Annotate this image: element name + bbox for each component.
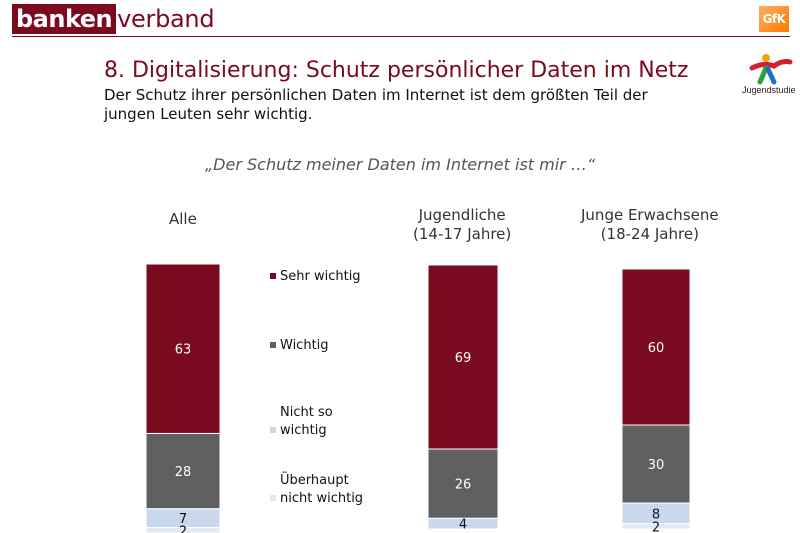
data-label-0-0: 63 [175, 343, 192, 358]
legend-item-1: Wichtig [270, 337, 329, 355]
data-label-0-2: 7 [179, 512, 187, 527]
jugendstudie-logo: Jugendstudie [742, 52, 800, 98]
data-label-1-0: 69 [455, 351, 472, 366]
legend-swatch-3 [270, 495, 276, 501]
chart-quote: „Der Schutz meiner Daten im Internet ist… [204, 155, 596, 174]
bankenverband-logo: banken verband [12, 4, 215, 34]
legend-swatch-0 [270, 273, 276, 279]
legend-label-0: Sehr wichtig [280, 269, 361, 284]
legend-swatch-1 [270, 342, 276, 348]
jugendstudie-figure-icon [749, 54, 793, 85]
logo-strong-text: banken [12, 4, 117, 34]
group-label-2: Junge Erwachsene (18-24 Jahre) [581, 206, 719, 243]
legend-label-1: Wichtig [280, 338, 329, 353]
data-label-2-2: 8 [652, 507, 660, 522]
legend-label-2: Nicht so wichtig [280, 405, 333, 438]
gfk-logo: GfK [759, 6, 789, 32]
bar-segment-2-3 [621, 523, 691, 530]
bar-segment-1-2 [427, 517, 499, 530]
bar-segment-2-0 [621, 268, 691, 426]
data-label-0-3: 2 [179, 524, 187, 533]
page-subtitle: Der Schutz ihrer persönlichen Daten im I… [104, 86, 648, 123]
data-label-0-1: 28 [175, 465, 192, 480]
bar-segment-1-1 [427, 448, 499, 519]
data-label-2-0: 60 [648, 341, 665, 356]
bar-segment-0-0 [145, 263, 221, 434]
data-label-2-3: 2 [652, 520, 660, 533]
bar-segment-1-0 [427, 264, 499, 450]
jugendstudie-label: Jugendstudie [742, 85, 796, 95]
legend-item-2: Nicht so wichtig [270, 404, 333, 440]
group-label-1: Jugendliche (14-17 Jahre) [413, 206, 512, 243]
bar-segment-2-1 [621, 424, 691, 504]
legend-swatch-2 [270, 427, 276, 433]
group-label-0: Alle [169, 210, 197, 228]
legend-item-0: Sehr wichtig [270, 268, 361, 286]
data-label-1-1: 26 [455, 478, 472, 493]
data-label-2-1: 30 [648, 458, 665, 473]
page-title: 8. Digitalisierung: Schutz persönlicher … [104, 58, 689, 83]
legend-item-3: Überhaupt nicht wichtig [270, 472, 363, 508]
data-label-1-2: 4 [459, 518, 467, 533]
legend-label-3: Überhaupt nicht wichtig [280, 473, 364, 506]
logo-light-text: verband [117, 5, 215, 33]
header-divider [12, 36, 790, 37]
